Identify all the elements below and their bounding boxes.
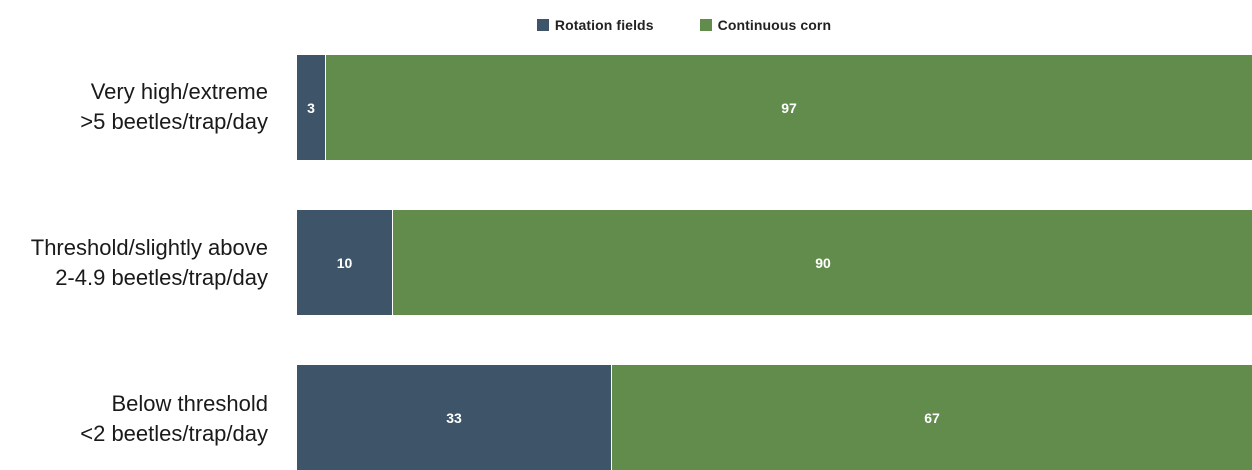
legend-label-continuous-corn: Continuous corn — [717, 17, 832, 33]
legend-item-rotation-fields: Rotation fields — [536, 17, 654, 33]
bar-segment-continuous-corn-threshold: 90 — [393, 210, 1252, 315]
data-label: 67 — [924, 409, 940, 426]
bar-segment-continuous-corn-below-threshold: 67 — [612, 365, 1252, 470]
data-label: 90 — [815, 254, 831, 271]
bar-segment-rotation-very-high: 3 — [297, 55, 326, 160]
bar-segment-rotation-below-threshold: 33 — [297, 365, 612, 470]
category-label-line1: Threshold/slightly above — [30, 235, 268, 260]
legend-label-rotation-fields: Rotation fields — [554, 17, 654, 33]
category-label-line1: Below threshold — [111, 391, 268, 416]
data-label: 3 — [307, 99, 315, 116]
category-label-line1: Very high/extreme — [90, 79, 268, 104]
category-label-line2: <2 beetles/trap/day — [80, 421, 268, 446]
category-label-threshold: Threshold/slightly above 2-4.9 beetles/t… — [0, 233, 268, 293]
bar-segment-continuous-corn-very-high: 97 — [326, 55, 1252, 160]
legend-item-continuous-corn: Continuous corn — [699, 17, 832, 33]
bar-segment-rotation-threshold: 10 — [297, 210, 393, 315]
legend-swatch-continuous-corn — [699, 19, 712, 31]
category-label-below-threshold: Below threshold <2 beetles/trap/day — [0, 389, 268, 449]
data-label: 10 — [336, 254, 353, 271]
data-label: 33 — [446, 409, 462, 426]
legend-swatch-rotation-fields — [536, 19, 549, 31]
category-label-line2: >5 beetles/trap/day — [80, 109, 268, 134]
chart-legend: Rotation fields Continuous corn — [0, 15, 1252, 35]
category-label-line2: 2-4.9 beetles/trap/day — [55, 265, 268, 290]
category-label-very-high: Very high/extreme >5 beetles/trap/day — [0, 77, 268, 137]
data-label: 97 — [781, 99, 797, 116]
